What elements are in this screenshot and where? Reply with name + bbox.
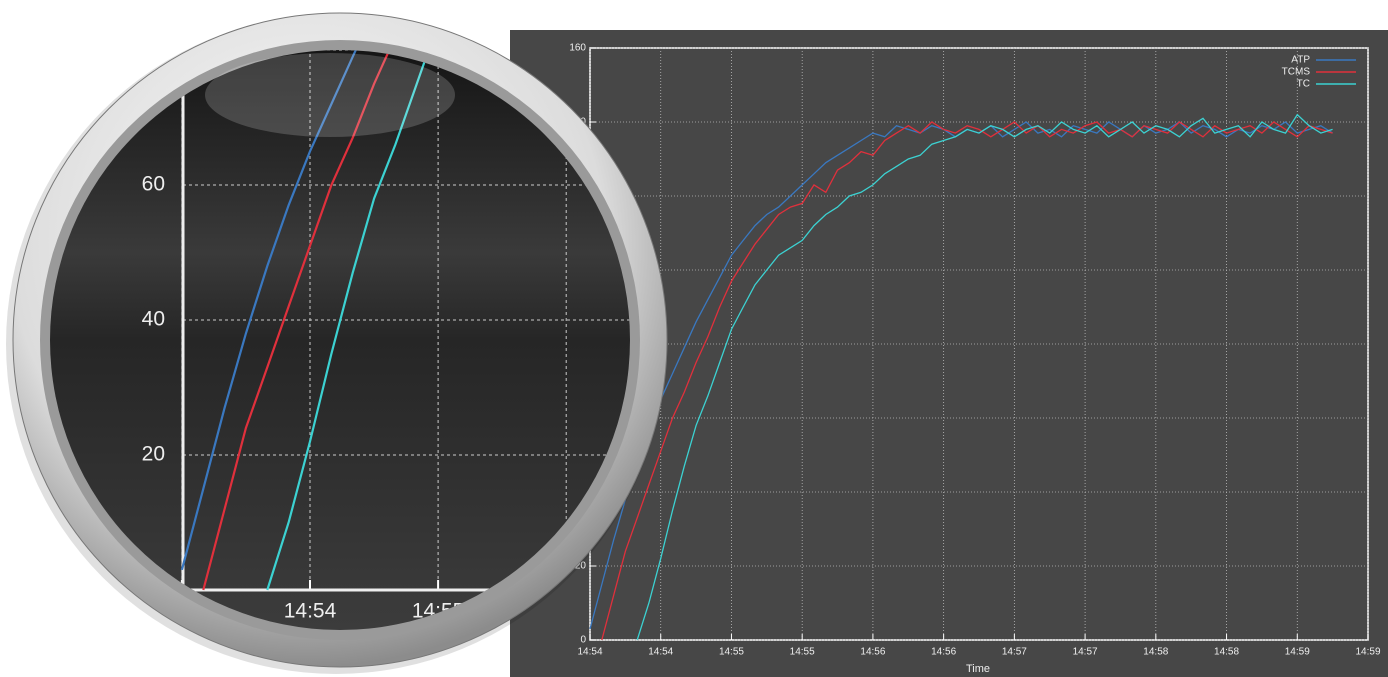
x-tick-label: 14:54 (284, 600, 337, 623)
y-tick-label: 20 (142, 443, 165, 466)
x-tick-label: 14:55 (719, 647, 744, 658)
legend-label: ATP (1291, 55, 1310, 66)
y-tick-label: 0 (580, 635, 586, 646)
y-tick-label: 80 (142, 38, 165, 61)
series-line (601, 121, 1333, 641)
plot: 02040608010012014016014:5414:5414:5514:5… (569, 43, 1381, 658)
y-tick-label: 60 (142, 173, 165, 196)
y-tick-label: 20 (575, 561, 587, 572)
y-tick-label: 40 (142, 308, 165, 331)
x-axis-label: Time (966, 663, 990, 675)
series-line (636, 113, 1333, 641)
legend-label: TC (1297, 79, 1310, 90)
x-tick-label: 14:59 (1285, 647, 1310, 658)
legend-label: TCMS (1282, 67, 1311, 78)
x-tick-label: 14:54 (648, 647, 673, 658)
x-tick-label: 14:56 (931, 647, 956, 658)
x-tick-label: 14:57 (1073, 647, 1098, 658)
x-tick-label: 14:58 (1143, 647, 1168, 658)
magnifier-lens (50, 50, 630, 630)
x-tick-label: 14:58 (1214, 647, 1239, 658)
x-tick-label: 14:54 (577, 647, 602, 658)
x-tick-label: 14:56 (860, 647, 885, 658)
x-tick-label: 14:59 (1355, 647, 1380, 658)
y-tick-label: 160 (569, 43, 586, 54)
x-tick-label: 14:57 (1002, 647, 1027, 658)
lens-highlight (205, 53, 455, 137)
magnifier: 02040608010012014016014:5414:5414:5514:5… (6, 12, 668, 674)
x-tick-label: 14:55 (790, 647, 815, 658)
